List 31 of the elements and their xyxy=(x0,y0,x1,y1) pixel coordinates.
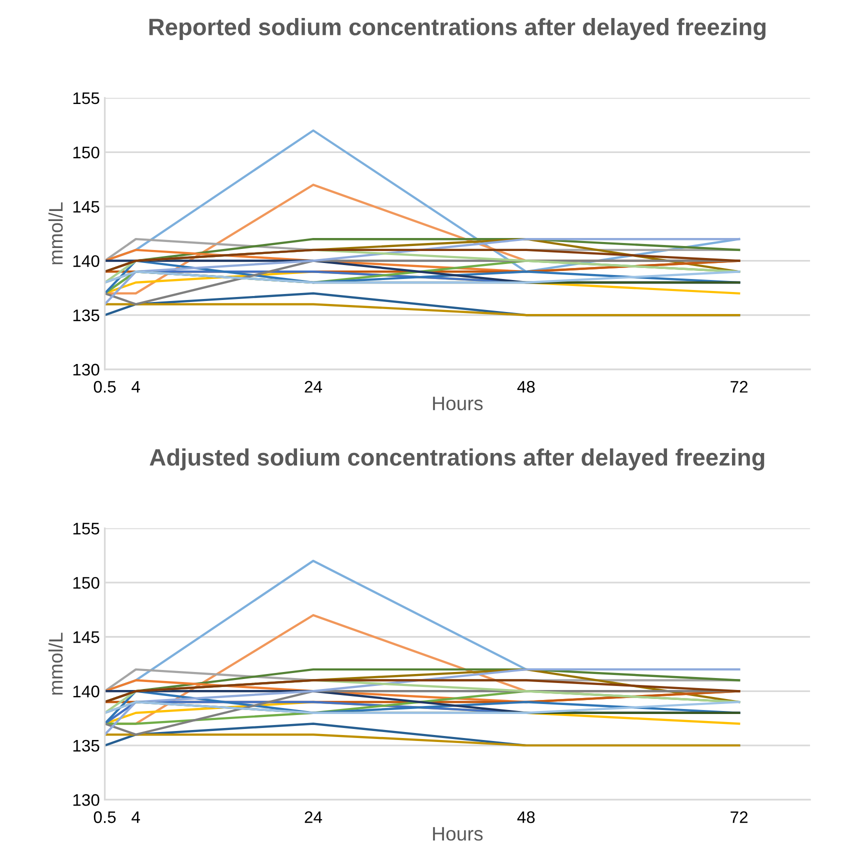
y-axis-title: mmol/L xyxy=(48,632,63,695)
y-tick-label: 150 xyxy=(73,576,100,589)
chart-title: Reported sodium concentrations after delayed freezing xyxy=(149,18,766,40)
y-tick-label: 145 xyxy=(73,631,100,644)
y-tick-label: 135 xyxy=(73,740,100,752)
x-axis-title: Hours xyxy=(433,827,483,841)
x-tick-label: 0.5 xyxy=(94,380,116,393)
y-axis-title: mmol/L xyxy=(48,202,63,264)
x-tick-label: 0.5 xyxy=(94,811,116,824)
y-tick-label: 145 xyxy=(73,201,100,213)
y-tick-label: 155 xyxy=(73,92,100,104)
x-tick-label: 4 xyxy=(132,381,140,393)
line-series xyxy=(104,690,740,725)
x-tick-label: 24 xyxy=(304,380,322,393)
x-axis-title: Hours xyxy=(433,396,483,410)
y-tick-label: 150 xyxy=(73,146,100,158)
y-tick-label: 135 xyxy=(73,309,100,322)
y-tick-label: 130 xyxy=(73,794,100,806)
x-tick-label: 4 xyxy=(132,811,140,823)
line-series xyxy=(104,668,740,736)
line-series xyxy=(104,238,740,306)
x-tick-label: 72 xyxy=(730,811,748,823)
y-tick-label: 155 xyxy=(73,522,100,534)
y-tick-label: 140 xyxy=(73,255,100,267)
x-tick-label: 72 xyxy=(730,380,748,393)
y-tick-label: 140 xyxy=(73,686,100,698)
x-tick-label: 24 xyxy=(304,811,322,823)
x-tick-label: 48 xyxy=(517,811,535,824)
y-tick-label: 130 xyxy=(73,364,100,376)
x-tick-label: 48 xyxy=(517,380,535,393)
chart-title: Adjusted sodium concentrations after delayed freezing xyxy=(150,448,764,471)
